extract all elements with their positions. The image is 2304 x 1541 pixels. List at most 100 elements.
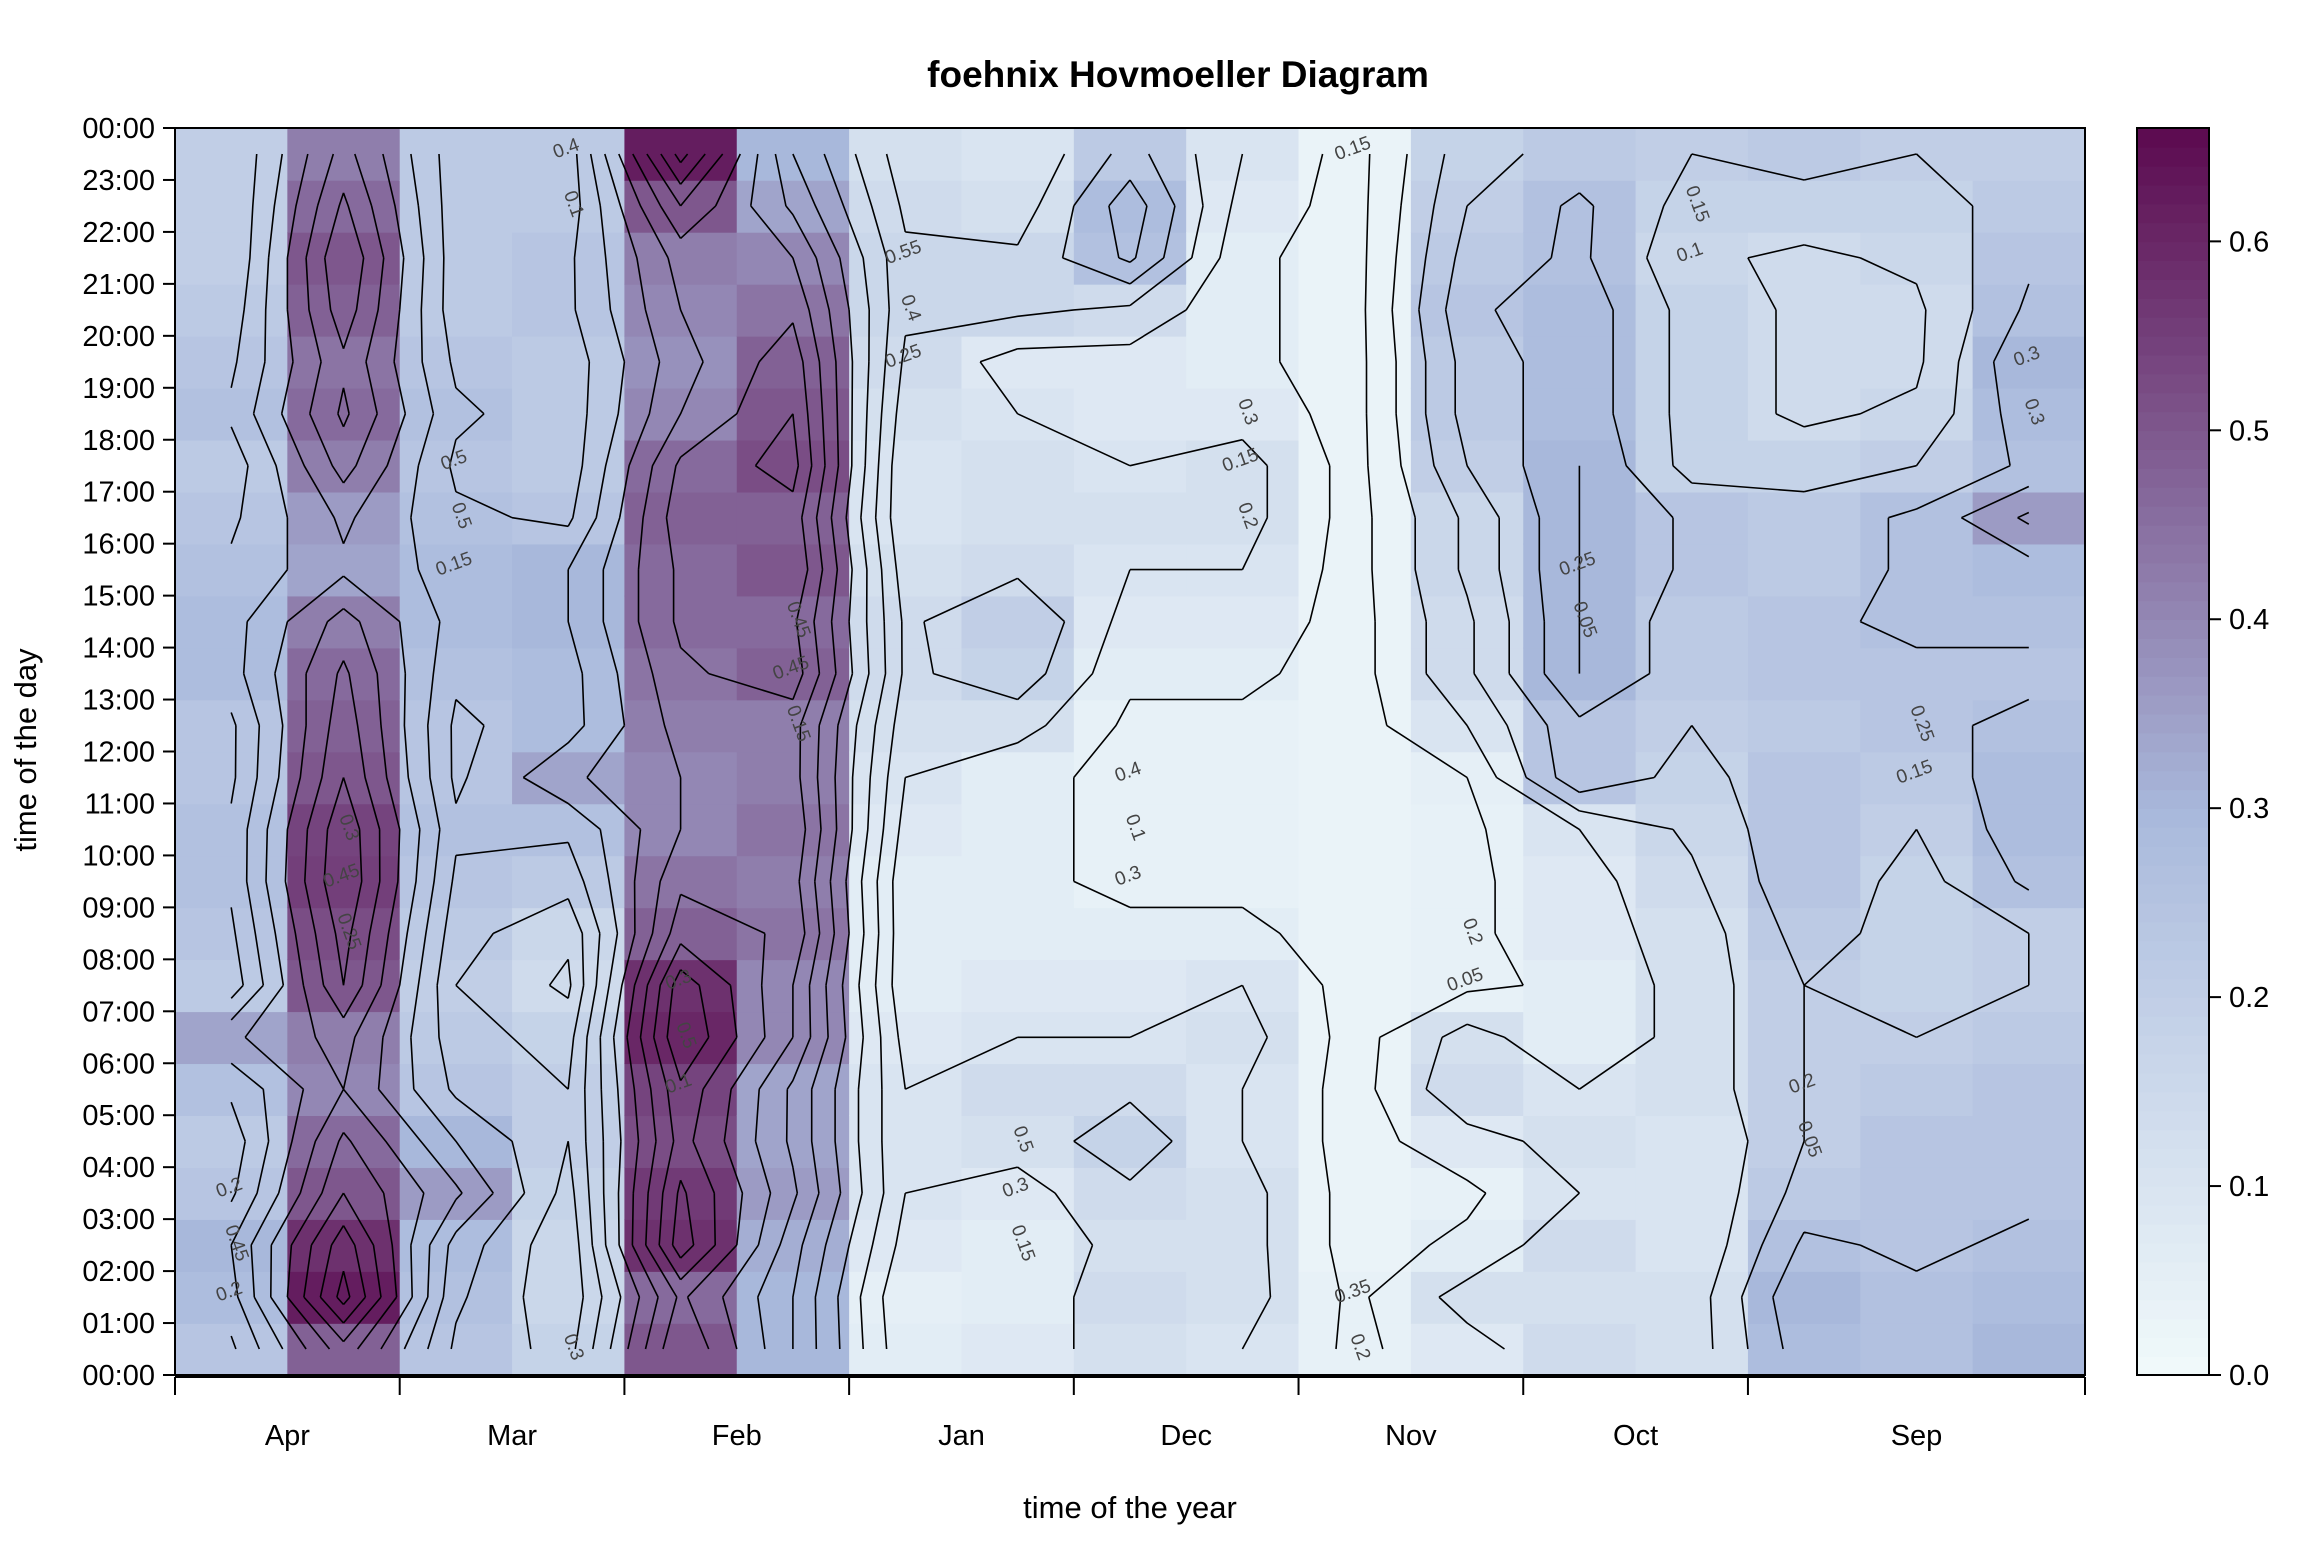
heat-cell <box>175 1115 289 1168</box>
heat-cell <box>1186 1323 1300 1376</box>
heat-cell <box>1747 855 1862 909</box>
heat-cell <box>1747 803 1862 857</box>
heat-cell <box>736 335 850 389</box>
heat-cell <box>175 543 289 597</box>
colorbar-swatch <box>2137 751 2209 772</box>
heat-cell <box>1298 491 1412 545</box>
heat-cell <box>1186 647 1300 701</box>
heat-cell <box>961 803 1075 857</box>
heat-cell <box>512 1271 626 1324</box>
heat-cell <box>1860 543 1974 597</box>
colorbar-swatch <box>2137 997 2209 1017</box>
heat-cell <box>1186 1219 1300 1272</box>
heat-cell <box>1747 335 1862 389</box>
heat-cell <box>1186 179 1300 233</box>
heat-cell <box>175 751 289 805</box>
heat-cell <box>961 1271 1075 1324</box>
heat-cell <box>1972 1063 2086 1117</box>
heat-cell <box>1747 491 1862 545</box>
colorbar-swatch <box>2137 1053 2209 1074</box>
x-axis: Apr Mar Feb Jan Dec Nov Oct Sep <box>174 1376 2086 1452</box>
heat-cell <box>1186 491 1300 545</box>
heat-cell <box>624 179 738 233</box>
heat-cell <box>399 595 513 649</box>
heat-cell <box>1410 803 1525 857</box>
heat-cell <box>1747 231 1862 285</box>
heat-cell <box>624 335 738 389</box>
heat-cell <box>961 543 1075 597</box>
y-tick-label: 10:00 <box>82 840 155 872</box>
heat-cell <box>1635 855 1749 909</box>
heat-cell <box>1523 283 1637 337</box>
colorbar-swatch <box>2137 468 2209 488</box>
heat-cell <box>1972 128 2086 181</box>
heat-cell <box>1298 751 1412 805</box>
heat-cell <box>849 699 963 753</box>
contour-line <box>882 153 1656 1350</box>
colorbar-swatch <box>2137 1337 2209 1357</box>
heat-cell <box>1860 959 1974 1013</box>
heat-cell <box>175 803 289 857</box>
heat-cell <box>1747 439 1862 493</box>
colorbar-swatch <box>2137 1318 2209 1339</box>
heat-cell <box>1298 1323 1412 1376</box>
heat-cell <box>1523 1219 1637 1272</box>
heat-cell <box>287 491 401 545</box>
y-tick-label: 08:00 <box>82 944 155 976</box>
heat-cell <box>849 179 963 233</box>
heat-cell <box>1298 595 1412 649</box>
colorbar-swatch <box>2137 373 2209 394</box>
heat-cell <box>287 1323 401 1376</box>
heat-cell <box>175 699 289 753</box>
heat-cell <box>1860 699 1974 753</box>
colorbar-swatch <box>2137 1242 2209 1263</box>
heat-cell <box>512 231 626 285</box>
heat-cell <box>1186 387 1300 441</box>
colorbar-swatch <box>2137 1356 2209 1376</box>
heat-cell <box>287 128 401 181</box>
heat-cell <box>399 699 513 753</box>
colorbar-swatch <box>2137 128 2209 148</box>
heat-cell <box>624 231 738 285</box>
colorbar-swatch <box>2137 562 2209 583</box>
y-tick-label: 04:00 <box>82 1152 155 1184</box>
heat-cell <box>849 855 963 909</box>
heat-cell <box>961 179 1075 233</box>
heat-cell <box>961 491 1075 545</box>
colorbar-swatch <box>2137 789 2209 809</box>
colorbar-swatch <box>2137 1280 2209 1301</box>
heat-cell <box>175 283 289 337</box>
heat-cell <box>1523 128 1637 181</box>
heat-cell <box>1186 1011 1300 1065</box>
heat-cell <box>1635 1063 1749 1117</box>
heat-cell <box>1747 907 1862 961</box>
heat-cell <box>512 699 626 753</box>
y-tick-label: 05:00 <box>82 1100 155 1132</box>
heat-cell <box>1635 439 1749 493</box>
heat-cell <box>1635 1167 1749 1220</box>
heat-cell <box>175 1271 289 1324</box>
heat-cell <box>736 439 850 493</box>
heat-cell <box>399 179 513 233</box>
heat-cell <box>175 1323 289 1376</box>
colorbar-swatch <box>2137 1186 2209 1206</box>
heat-cell <box>849 231 963 285</box>
heat-cell <box>1186 1271 1300 1324</box>
colorbar-swatch <box>2137 638 2209 658</box>
heat-cell <box>1860 1219 1974 1272</box>
colorbar-swatch <box>2137 354 2209 375</box>
colorbar-swatch <box>2137 600 2209 621</box>
y-tick-label: 02:00 <box>82 1256 155 1288</box>
colorbar-swatch <box>2137 222 2209 243</box>
heat-cell <box>736 1219 850 1272</box>
heat-cell <box>287 907 401 961</box>
colorbar-swatch <box>2137 732 2209 753</box>
heat-cell <box>1410 543 1525 597</box>
heat-cell <box>624 647 738 701</box>
colorbar-swatch <box>2137 713 2209 734</box>
heat-cell <box>1747 387 1862 441</box>
heat-cell <box>1298 1011 1412 1065</box>
heat-cell <box>512 803 626 857</box>
heat-cell <box>175 907 289 961</box>
heat-cell <box>1298 907 1412 961</box>
